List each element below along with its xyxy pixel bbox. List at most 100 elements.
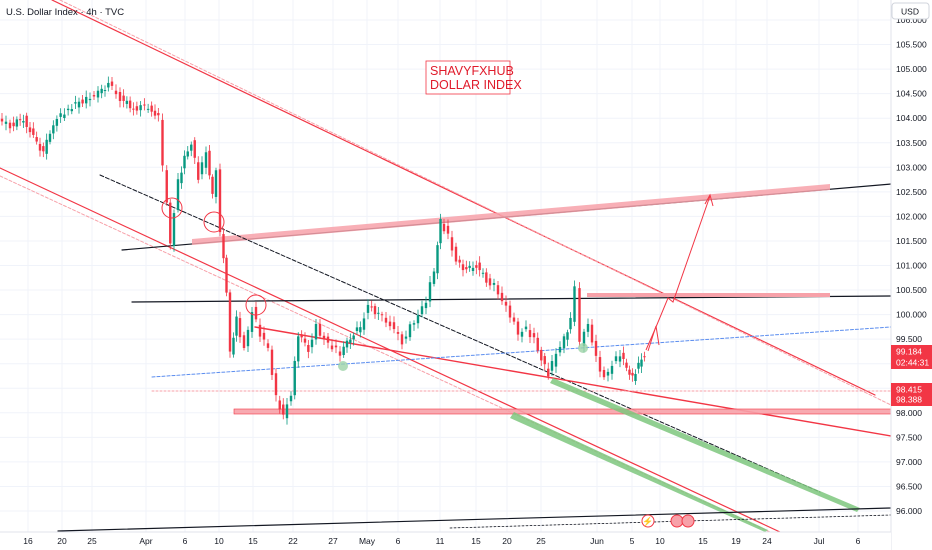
green-band-lower <box>510 412 768 532</box>
blue-dashed-trendline <box>151 326 892 378</box>
y-tick-label: 100.000 <box>896 310 927 320</box>
price-tag[interactable] <box>891 383 932 396</box>
x-tick-label: 22 <box>288 536 298 546</box>
x-tick-label: 25 <box>87 536 97 546</box>
candle-body <box>586 323 590 332</box>
candle-body <box>242 335 246 348</box>
marker-circle-red <box>161 197 183 219</box>
candle-body <box>569 317 572 330</box>
candle-body <box>52 125 55 134</box>
candle-body <box>349 339 352 343</box>
y-tick-label: 104.000 <box>896 113 927 123</box>
y-tick-label: 102.500 <box>896 187 927 197</box>
x-tick-label: 6 <box>856 536 861 546</box>
candle-body <box>573 286 576 322</box>
price-tag[interactable] <box>891 393 932 406</box>
currency-button[interactable] <box>891 2 930 20</box>
candle-body <box>468 265 471 268</box>
candle-body <box>81 99 84 104</box>
candle-body <box>274 373 278 396</box>
x-tick-label: 15 <box>471 536 481 546</box>
candle-body <box>578 288 581 342</box>
descending-trendline-black <box>99 174 821 493</box>
time-axis[interactable] <box>0 532 891 550</box>
x-tick-label: Apr <box>139 536 152 546</box>
candle-body <box>618 356 622 362</box>
candle-body <box>392 322 396 330</box>
candle-body <box>532 333 536 338</box>
candle-body <box>307 345 310 352</box>
candle-body <box>388 321 392 327</box>
candle-body <box>631 372 634 376</box>
x-tick-label: 15 <box>698 536 708 546</box>
candle-body <box>193 140 196 158</box>
candle-body <box>258 324 262 337</box>
x-tick-label: 10 <box>655 536 665 546</box>
candle-body <box>643 356 646 358</box>
candle-body <box>278 400 281 410</box>
candle-body <box>428 282 432 302</box>
candle-body <box>432 271 436 284</box>
marker-circle-green <box>338 361 348 371</box>
candle-body <box>622 352 625 360</box>
candle-body <box>558 346 562 353</box>
candle-body <box>38 143 42 151</box>
candle-body <box>508 305 512 318</box>
candle-body <box>103 90 107 92</box>
marker-circle-red <box>245 294 267 316</box>
candle-body <box>204 152 208 168</box>
candle-body <box>282 404 285 415</box>
candle-body <box>214 170 218 197</box>
event-icon-flag-1[interactable] <box>670 514 684 528</box>
y-tick-label: 99.500 <box>896 334 922 344</box>
candle-body <box>366 304 370 313</box>
y-tick-label: 97.500 <box>896 432 922 442</box>
candle-body <box>200 162 204 175</box>
y-tick-label: 97.000 <box>896 457 922 467</box>
x-tick-label: 25 <box>536 536 546 546</box>
currency-label: USD <box>901 7 919 17</box>
candle-body <box>293 360 296 396</box>
candle-body <box>150 105 153 112</box>
price-tag-label: 99.184 <box>896 347 922 357</box>
bottom-rising-dotted <box>449 514 892 529</box>
x-tick-label: 11 <box>436 536 445 546</box>
candle-body <box>88 98 92 101</box>
candle-body <box>439 219 442 244</box>
candle-body <box>297 336 300 362</box>
y-tick-label: 100.500 <box>896 285 927 295</box>
candle-body <box>74 102 77 104</box>
candle-body <box>32 128 35 135</box>
candle-body <box>70 109 73 112</box>
candle-body <box>28 127 32 133</box>
y-tick-label: 106.000 <box>896 15 927 25</box>
candle-body <box>362 318 366 330</box>
candle-body <box>547 368 550 377</box>
price-tag-label: 98.388 <box>896 395 922 405</box>
candle-body <box>289 395 293 402</box>
green-band-upper <box>550 378 860 512</box>
candle-body <box>45 139 48 154</box>
candle-body <box>135 106 139 111</box>
price-axis[interactable] <box>891 0 932 550</box>
candle-body <box>300 334 303 338</box>
candle-body <box>12 122 15 127</box>
candle-body <box>471 267 475 272</box>
event-icon-flag-2[interactable] <box>681 514 695 528</box>
event-icon-lightning[interactable] <box>641 514 655 528</box>
candle-body <box>424 302 428 309</box>
candle-body <box>625 362 628 368</box>
price-tag[interactable] <box>891 345 932 369</box>
marker-circle-green <box>578 343 588 353</box>
x-tick-label: Jul <box>814 536 825 546</box>
candle-body <box>48 133 52 142</box>
candle-body <box>63 114 66 119</box>
candle-body <box>322 335 326 339</box>
candle-body <box>334 345 338 348</box>
resistance-zone-mid <box>587 293 830 297</box>
x-tick-label: 20 <box>502 536 512 546</box>
candle-body <box>169 202 172 244</box>
candle-body <box>330 345 334 350</box>
